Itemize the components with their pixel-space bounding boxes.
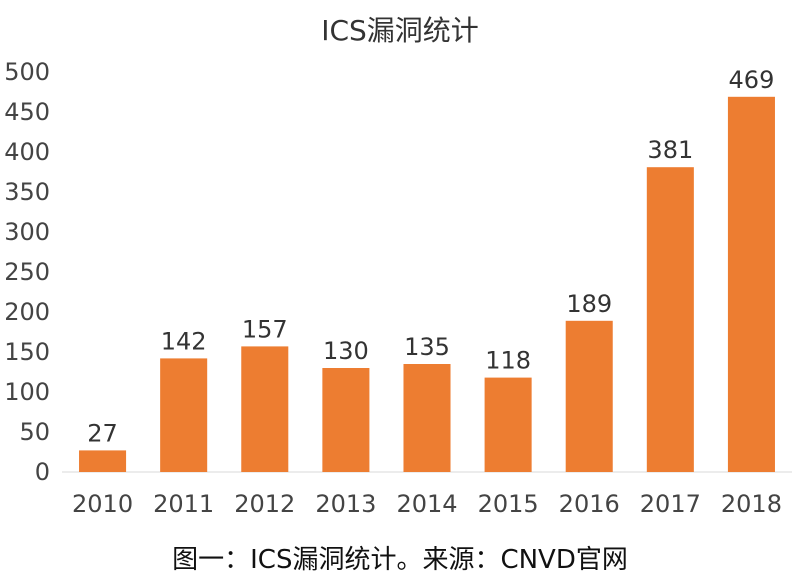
chart-title: ICS漏洞统计 bbox=[321, 14, 479, 47]
bar-2015 bbox=[484, 377, 532, 472]
bar-2017 bbox=[646, 167, 694, 472]
bar-value-label-2018: 469 bbox=[729, 66, 775, 94]
bar-value-label-2015: 118 bbox=[485, 347, 531, 375]
bar-value-label-2014: 135 bbox=[404, 333, 450, 361]
bar-value-label-2017: 381 bbox=[647, 136, 693, 164]
x-tick-label-2015: 2015 bbox=[478, 490, 539, 518]
y-tick-label: 0 bbox=[35, 458, 50, 486]
figure-caption: 图一：ICS漏洞统计。来源：CNVD官网 bbox=[172, 545, 628, 575]
bar-value-label-2010: 27 bbox=[87, 419, 118, 447]
bar-2018 bbox=[727, 96, 775, 473]
y-tick-label: 350 bbox=[4, 178, 50, 206]
bar-value-label-2016: 189 bbox=[566, 290, 612, 318]
y-tick-label: 400 bbox=[4, 138, 50, 166]
bar-value-label-2011: 142 bbox=[161, 327, 207, 355]
x-tick-label-2012: 2012 bbox=[234, 490, 295, 518]
y-tick-label: 300 bbox=[4, 218, 50, 246]
y-tick-label: 50 bbox=[19, 418, 50, 446]
y-axis-ticks: 0 50 100 150 200 250 300 350 400 450 500 bbox=[4, 58, 50, 486]
y-tick-label: 500 bbox=[4, 58, 50, 86]
x-tick-label-2011: 2011 bbox=[153, 490, 214, 518]
y-tick-label: 150 bbox=[4, 338, 50, 366]
y-tick-label: 200 bbox=[4, 298, 50, 326]
y-tick-label: 450 bbox=[4, 98, 50, 126]
bar-2016 bbox=[565, 320, 613, 472]
x-tick-label-2014: 2014 bbox=[396, 490, 457, 518]
x-tick-label-2017: 2017 bbox=[640, 490, 701, 518]
x-axis-ticks: 2010 2011 2012 2013 2014 2015 2016 2017 2018 bbox=[72, 490, 782, 518]
bar-value-label-2012: 157 bbox=[242, 315, 288, 343]
bar-2012 bbox=[241, 346, 289, 472]
bar-2010 bbox=[79, 450, 127, 472]
y-tick-label: 250 bbox=[4, 258, 50, 286]
y-tick-label: 100 bbox=[4, 378, 50, 406]
x-tick-label-2016: 2016 bbox=[559, 490, 620, 518]
bar-2014 bbox=[403, 364, 451, 472]
bar-2011 bbox=[160, 358, 208, 472]
bar-2013 bbox=[322, 368, 370, 472]
x-tick-label-2018: 2018 bbox=[721, 490, 782, 518]
x-tick-label-2010: 2010 bbox=[72, 490, 133, 518]
bar-value-label-2013: 130 bbox=[323, 337, 369, 365]
x-tick-label-2013: 2013 bbox=[315, 490, 376, 518]
bars bbox=[79, 96, 775, 473]
bar-data-labels: 27 142 157 130 135 118 189 381 469 bbox=[87, 66, 774, 448]
